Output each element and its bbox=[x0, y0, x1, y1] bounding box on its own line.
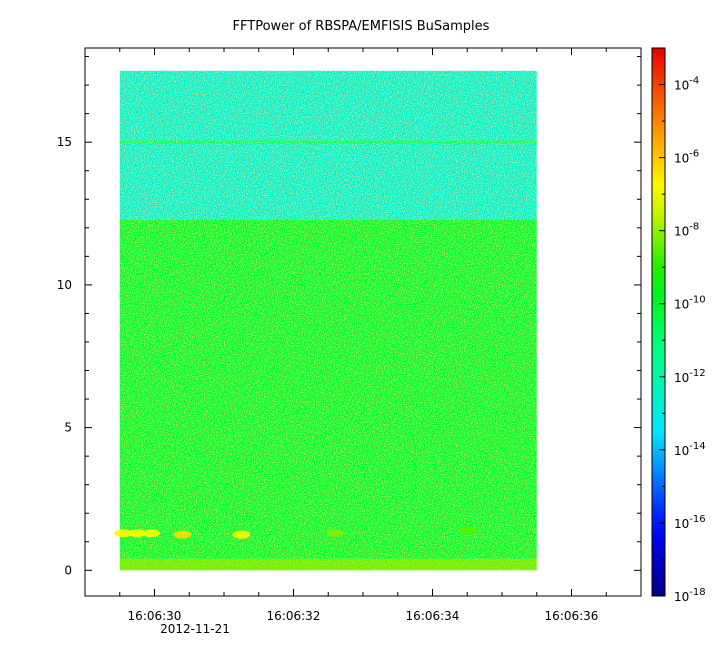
colorbar-tick-label: 10-4 bbox=[674, 76, 699, 93]
heatmap-hotspot bbox=[232, 530, 251, 539]
colorbar-tick-label: 10-8 bbox=[674, 222, 699, 239]
heatmap-band bbox=[119, 558, 537, 571]
y-tick-label: 10 bbox=[57, 278, 72, 292]
x-tick-label: 16:06:36 bbox=[545, 609, 599, 623]
heatmap-line-feature bbox=[119, 140, 537, 144]
colorbar-tick-label: 10-16 bbox=[674, 514, 706, 531]
x-date-label: 2012-11-21 bbox=[160, 622, 230, 636]
colorbar-tick-label: 10-14 bbox=[674, 441, 706, 458]
heatmap-hotspot bbox=[326, 529, 345, 538]
heatmap-band bbox=[119, 70, 537, 220]
heatmap-hotspot bbox=[128, 529, 147, 538]
colorbar-axis: 10-4 10-6 10-8 10-10 10-12 10-14 10-16 10-18 bbox=[659, 47, 706, 604]
heatmap-hotspot bbox=[142, 529, 161, 538]
heatmap-hotspot bbox=[114, 529, 133, 538]
y-tick-label: 0 bbox=[64, 563, 72, 577]
spectrogram-hotspots bbox=[114, 526, 477, 539]
x-tick-label: 16:06:32 bbox=[267, 609, 321, 623]
spectrogram-heatmap bbox=[119, 70, 537, 571]
heatmap-hotspot bbox=[173, 530, 192, 539]
colorbar bbox=[651, 47, 666, 597]
colorbar-tick-label: 10-12 bbox=[674, 368, 706, 385]
heatmap-hotspot bbox=[458, 526, 477, 535]
colorbar-tick-label: 10-18 bbox=[674, 587, 706, 604]
colorbar-tick-label: 10-6 bbox=[674, 149, 699, 166]
heatmap-band bbox=[119, 219, 537, 559]
y-axis: 0 5 10 15 bbox=[57, 56, 641, 577]
colorbar-tick-label: 10-10 bbox=[674, 295, 706, 312]
x-tick-label: 16:06:34 bbox=[406, 609, 460, 623]
y-tick-label: 15 bbox=[57, 135, 72, 149]
x-tick-label: 16:06:30 bbox=[128, 609, 182, 623]
x-axis: 16:06:30 16:06:32 16:06:34 16:06:36 bbox=[84, 48, 642, 623]
chart-title: FFTPower of RBSPA/EMFISIS BuSamples bbox=[233, 19, 490, 34]
y-tick-label: 5 bbox=[64, 421, 72, 435]
